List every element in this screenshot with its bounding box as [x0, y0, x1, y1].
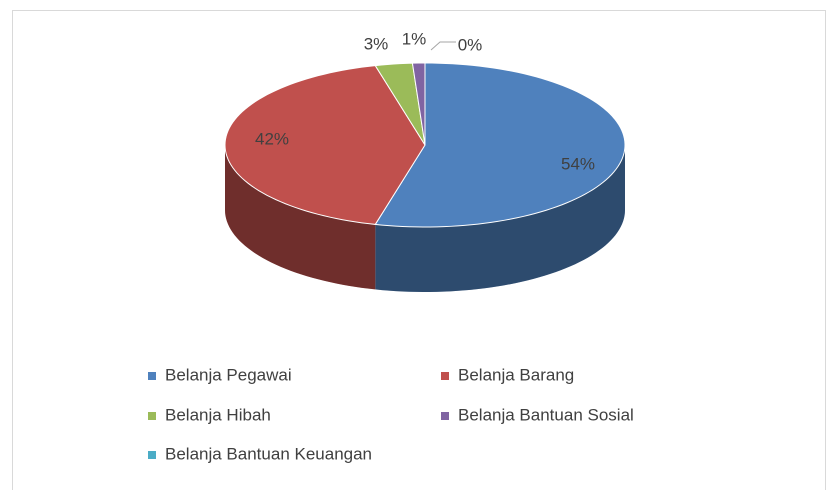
- legend-label: Belanja Hibah: [165, 405, 271, 424]
- data-label: 54%: [561, 154, 595, 173]
- slice: [224, 65, 426, 225]
- legend-swatch: [441, 412, 449, 420]
- legend-label: Belanja Barang: [458, 365, 574, 384]
- slice-side: [375, 145, 625, 292]
- legend-label: Belanja Pegawai: [165, 365, 292, 384]
- data-label: 0%: [458, 35, 483, 54]
- legend-swatch: [148, 451, 156, 459]
- slice: [374, 62, 426, 146]
- slice-side-shade: [375, 145, 625, 292]
- data-label: 3%: [364, 34, 389, 53]
- data-label: 42%: [255, 129, 289, 148]
- data-label: 1%: [402, 29, 427, 48]
- legend-swatch: [148, 372, 156, 380]
- legend-label: Belanja Bantuan Keuangan: [165, 444, 372, 463]
- slice: [374, 62, 626, 228]
- legend-label: Belanja Bantuan Sosial: [458, 405, 634, 424]
- legend-swatch: [441, 372, 449, 380]
- legend-swatch: [148, 412, 156, 420]
- slice-side-shade: [225, 145, 376, 290]
- leader-line: [430, 41, 456, 51]
- slice-side: [225, 145, 376, 290]
